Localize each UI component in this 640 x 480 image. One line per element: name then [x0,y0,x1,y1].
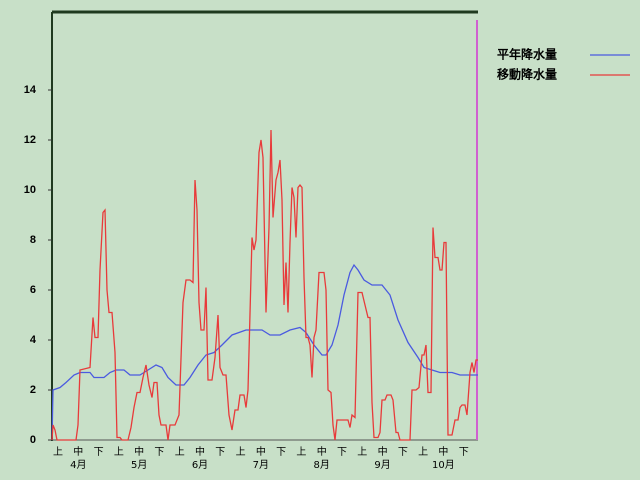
x-tick-label: 上 [418,446,428,458]
x-tick-label: 下 [276,447,286,458]
x-tick-label: 下 [459,447,469,458]
y-tick-label: 14 [24,84,37,96]
month-label: 5月 [131,459,147,471]
month-label: 9月 [374,459,390,471]
y-tick-label: 8 [30,234,36,246]
x-tick-label: 下 [154,447,164,458]
y-tick-label: 6 [30,284,36,296]
x-tick-label: 上 [236,446,246,458]
x-tick-label: 上 [175,446,185,458]
legend-label: 移動降水量 [497,67,557,82]
x-tick-label: 中 [195,445,205,458]
x-tick-label: 中 [317,445,327,458]
y-tick-label: 4 [30,334,37,346]
month-label: 8月 [314,459,330,471]
x-tick-label: 中 [256,445,266,458]
x-tick-label: 中 [378,445,388,458]
month-label: 7月 [253,459,269,471]
x-tick-label: 上 [53,446,63,458]
x-tick-label: 下 [337,447,347,458]
series-line [51,263,478,441]
y-tick-label: 0 [30,434,36,446]
series-line [51,129,478,441]
x-tick-label: 中 [134,445,144,458]
x-tick-label: 下 [215,447,225,458]
month-label: 10月 [432,459,455,471]
x-tick-label: 下 [398,447,408,458]
x-tick-label: 上 [296,446,306,458]
y-tick-label: 2 [30,384,36,396]
month-label: 6月 [192,459,208,471]
x-tick-label: 中 [438,445,448,458]
legend-label: 平年降水量 [497,47,557,62]
x-tick-label: 中 [73,445,83,458]
y-tick-label: 12 [24,134,36,146]
x-tick-label: 上 [357,446,367,458]
month-label: 4月 [70,459,86,471]
x-tick-label: 上 [114,446,124,458]
y-tick-label: 10 [24,184,36,196]
x-tick-label: 下 [94,447,104,458]
